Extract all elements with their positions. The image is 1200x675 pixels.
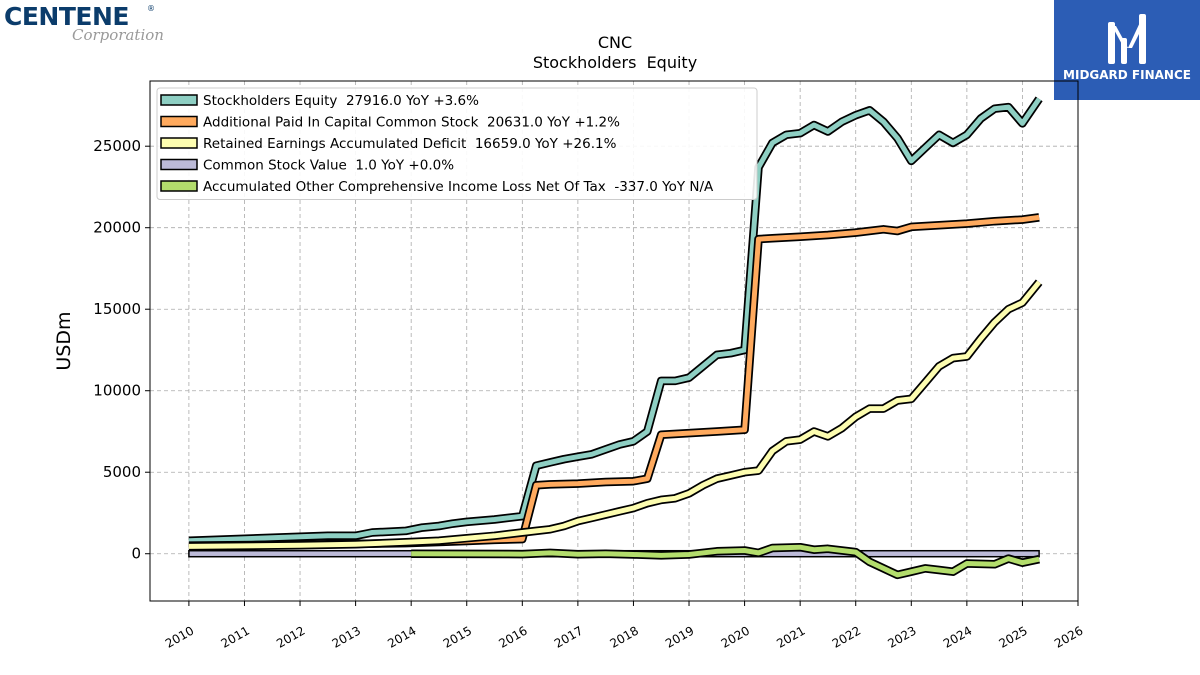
midgard-finance-logo-text: MIDGARD FINANCE — [1063, 68, 1191, 82]
y-axis-label: USDm — [53, 311, 75, 370]
centene-logo-sub: Corporation — [72, 26, 164, 44]
x-tick-label: 2020 — [719, 623, 752, 650]
legend-label: Retained Earnings Accumulated Deficit 16… — [203, 136, 617, 152]
x-tick-label: 2016 — [496, 623, 529, 650]
x-tick-label: 2010 — [163, 623, 196, 650]
x-tick-label: 2017 — [552, 623, 585, 650]
chart-subtitle: Stockholders Equity — [533, 53, 697, 72]
x-tick-label: 2021 — [774, 623, 807, 650]
x-tick-label: 2012 — [274, 623, 307, 650]
plot-frame — [149, 80, 1079, 602]
y-tick-label: 20000 — [93, 219, 141, 237]
x-tick-label: 2023 — [885, 623, 918, 650]
y-tick-label: 5000 — [103, 463, 141, 481]
legend-swatch — [160, 115, 198, 128]
x-tick-label: 2015 — [441, 623, 474, 650]
centene-logo-name: CENTENE — [4, 2, 129, 31]
x-tick-label: 2025 — [996, 623, 1029, 650]
legend-label: Accumulated Other Comprehensive Income L… — [203, 179, 714, 195]
legend: Stockholders Equity 27916.0 YoY +3.6% Add… — [156, 87, 758, 200]
centene-logo: CENTENE ® Corporation — [4, 2, 174, 46]
x-tick-label: 2014 — [385, 623, 418, 650]
y-tick-label: 0 — [131, 545, 141, 563]
legend-swatch — [160, 158, 198, 171]
legend-label: Additional Paid In Capital Common Stock … — [203, 115, 620, 131]
series-line-2 — [188, 280, 1042, 549]
y-tick-label: 25000 — [93, 137, 141, 155]
x-tick-label: 2013 — [330, 623, 363, 650]
x-tick-label: 2026 — [1052, 623, 1085, 650]
legend-box — [156, 87, 758, 200]
series-line-4 — [411, 544, 1040, 578]
legend-swatch — [160, 94, 198, 106]
series-line-0 — [188, 97, 1042, 544]
legend-swatch — [160, 137, 198, 149]
y-tick-label: 10000 — [93, 382, 141, 400]
centene-logo-registered-mark: ® — [147, 4, 155, 13]
x-tick-label: 2018 — [607, 623, 640, 650]
legend-swatch — [160, 180, 198, 192]
x-tick-label: 2024 — [941, 623, 974, 650]
chart-title: CNC — [598, 33, 632, 52]
x-tick-label: 2022 — [830, 623, 863, 650]
y-tick-label: 15000 — [93, 300, 141, 318]
axis-ticks: 2010 2011 2012 2013 2014 2015 2016 2017 2018 2019… — [93, 137, 1085, 651]
x-tick-label: 2011 — [219, 623, 252, 650]
legend-label: Stockholders Equity 27916.0 YoY +3.6% — [203, 93, 479, 109]
series-group — [188, 96, 1043, 580]
legend-label: Common Stock Value 1.0 YoY +0.0% — [203, 158, 454, 174]
midgard-m-icon — [1108, 14, 1146, 64]
x-tick-label: 2019 — [663, 623, 696, 650]
